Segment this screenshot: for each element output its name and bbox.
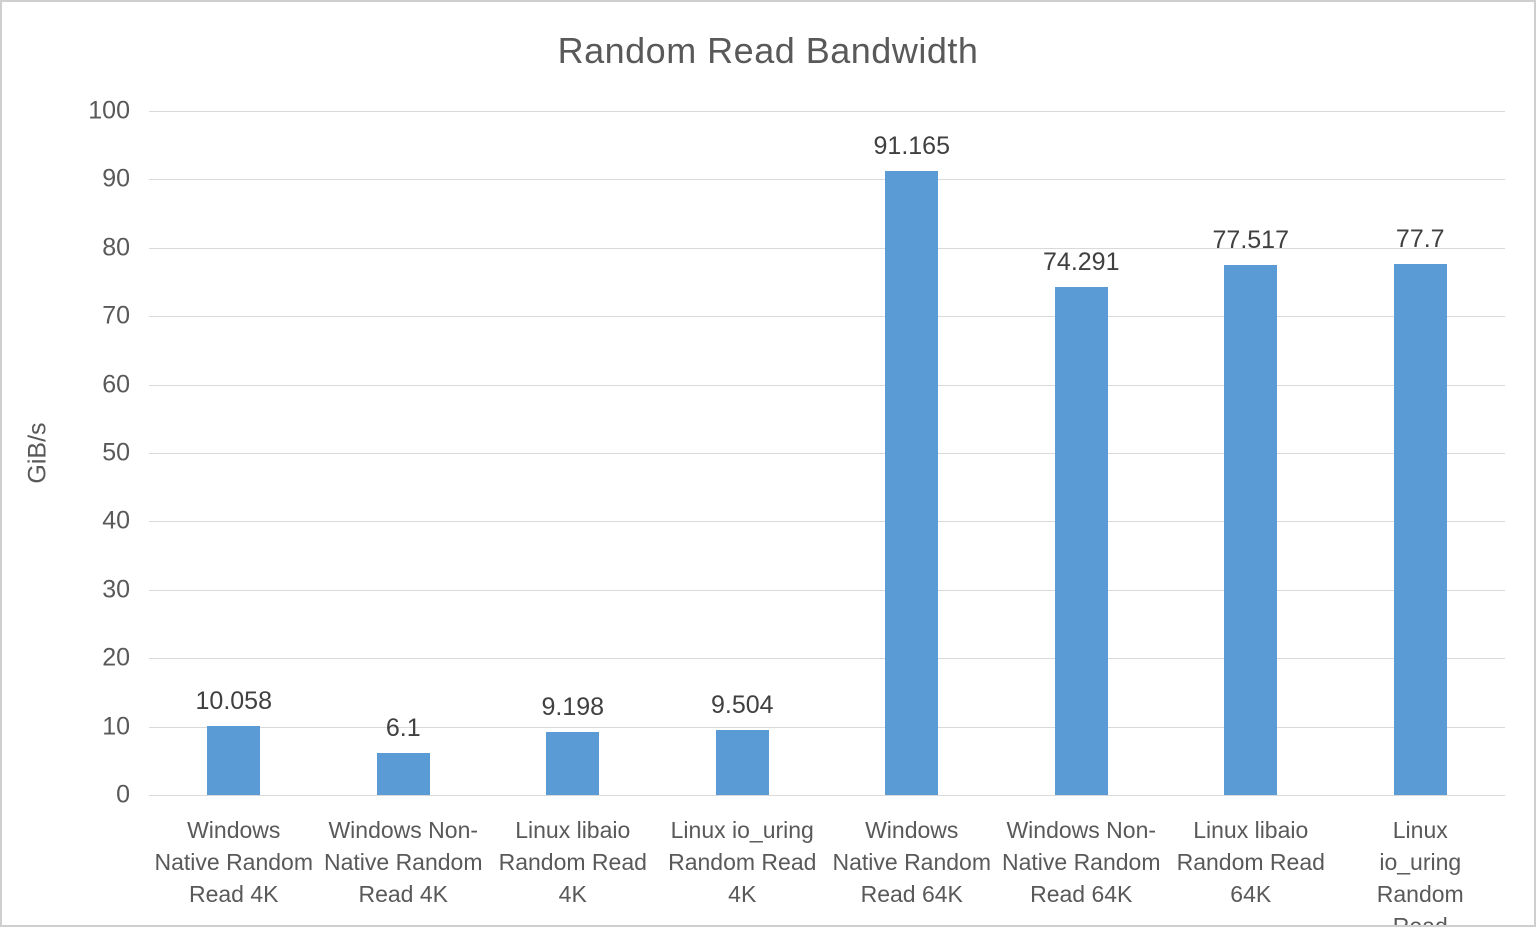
x-category-label: Windows Native Random Read 4K bbox=[154, 817, 314, 907]
gridline bbox=[149, 384, 1505, 386]
gridline bbox=[149, 179, 1505, 181]
bar bbox=[376, 753, 430, 795]
gridline bbox=[149, 247, 1505, 249]
bar bbox=[885, 171, 939, 795]
gridline bbox=[149, 726, 1505, 728]
bar-value-label: 77.7 bbox=[1395, 224, 1445, 253]
gridline bbox=[149, 111, 1505, 112]
bar bbox=[1393, 263, 1447, 795]
y-tick-label: 0 bbox=[116, 780, 130, 809]
x-category-label: Linux io_uring Random Read 64K bbox=[1376, 817, 1464, 927]
y-axis-title-text: GiB/s bbox=[23, 422, 52, 484]
x-category-label: Linux io_uring Random Read 4K bbox=[668, 817, 817, 907]
bar-value-label: 74.291 bbox=[1043, 247, 1120, 276]
y-tick-label: 80 bbox=[102, 233, 130, 262]
bar bbox=[1054, 286, 1108, 795]
y-tick-label: 70 bbox=[102, 301, 130, 330]
gridline bbox=[149, 316, 1505, 318]
bar bbox=[207, 726, 261, 795]
x-category-label: Windows Non- Native Random Read 4K bbox=[323, 817, 483, 907]
bar-value-label: 9.504 bbox=[710, 691, 774, 719]
y-tick-label: 50 bbox=[102, 438, 130, 467]
gridline bbox=[149, 589, 1505, 591]
chart-title: Random Read Bandwidth bbox=[557, 30, 979, 71]
bar bbox=[1224, 264, 1278, 795]
y-tick-label: 100 bbox=[88, 96, 130, 125]
y-tick-label: 90 bbox=[102, 164, 130, 193]
gridline bbox=[149, 521, 1505, 523]
x-axis-line bbox=[149, 795, 1505, 796]
y-tick-label: 20 bbox=[102, 643, 130, 672]
gridline bbox=[149, 453, 1505, 454]
x-category-label: Linux libaio Random Read 4K bbox=[498, 817, 647, 907]
plot-area: 10.058 6.1 9.198 9.504 91.165 74.291 77.517 77.… bbox=[149, 111, 1505, 796]
bar bbox=[546, 732, 600, 795]
x-category-label: Windows Non- Native Random Read 64K bbox=[1001, 817, 1161, 907]
bar-value-label: 77.517 bbox=[1212, 225, 1289, 254]
gridline bbox=[149, 658, 1505, 660]
y-tick-label: 30 bbox=[102, 575, 130, 604]
bar-value-label: 10.058 bbox=[195, 687, 272, 716]
x-category-label: Linux libaio Random Read 64K bbox=[1176, 817, 1325, 907]
y-tick-label: 10 bbox=[102, 712, 130, 741]
bar-value-label: 91.165 bbox=[873, 132, 950, 161]
bar-value-label: 6.1 bbox=[385, 714, 421, 743]
y-tick-label: 60 bbox=[102, 370, 130, 399]
x-category-label: Windows Native Random Read 64K bbox=[832, 817, 992, 907]
bar-value-label: 9.198 bbox=[541, 693, 605, 722]
bar bbox=[715, 730, 769, 795]
y-tick-label: 40 bbox=[102, 506, 130, 535]
